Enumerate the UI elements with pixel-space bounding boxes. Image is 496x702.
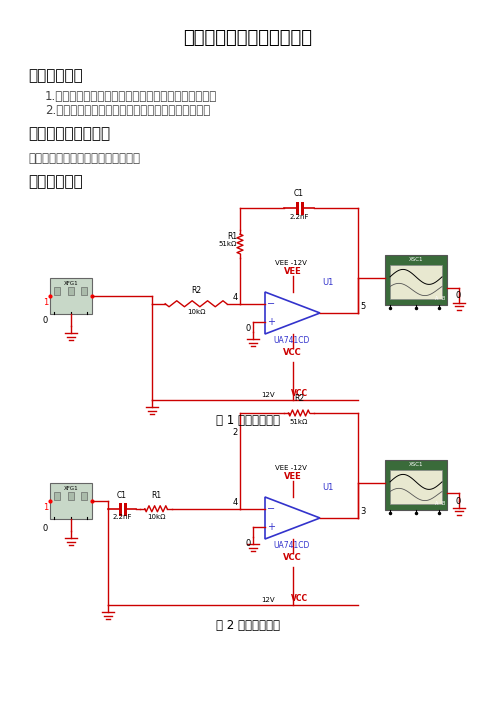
- Text: 实验：低通和高通滤波电路: 实验：低通和高通滤波电路: [184, 29, 312, 47]
- Text: 0: 0: [455, 496, 460, 505]
- Bar: [54, 492, 60, 500]
- Text: 0: 0: [43, 524, 48, 533]
- Text: 4: 4: [233, 498, 238, 507]
- Text: C1: C1: [117, 491, 127, 500]
- Text: A: A: [435, 501, 438, 506]
- Text: R2: R2: [294, 394, 304, 403]
- Text: 1: 1: [43, 298, 48, 307]
- Text: 三、实验原理: 三、实验原理: [28, 174, 83, 189]
- Text: A: A: [435, 296, 438, 301]
- Text: R1: R1: [227, 232, 237, 241]
- Text: 12V: 12V: [261, 597, 274, 603]
- Text: XFG1: XFG1: [63, 486, 78, 491]
- Text: VCC: VCC: [291, 594, 308, 603]
- Text: +: +: [267, 522, 275, 532]
- Text: 1.熟悉由集成运算放大器组成的低通和高通滤波电路。: 1.熟悉由集成运算放大器组成的低通和高通滤波电路。: [45, 90, 217, 103]
- Bar: [81, 287, 87, 295]
- Text: UA741CD: UA741CD: [273, 541, 310, 550]
- Bar: [385, 460, 447, 510]
- Text: XFG1: XFG1: [63, 281, 78, 286]
- Text: VCC: VCC: [283, 348, 302, 357]
- Text: VEE -12V: VEE -12V: [275, 260, 307, 266]
- Bar: [385, 255, 447, 305]
- Text: 51kΩ: 51kΩ: [290, 419, 308, 425]
- Text: C1: C1: [294, 189, 304, 198]
- Text: 2: 2: [233, 428, 238, 437]
- Text: XSC1: XSC1: [409, 462, 423, 467]
- Text: 要求：根据实际使用设备与器件填写: 要求：根据实际使用设备与器件填写: [28, 152, 140, 165]
- Text: XSC1: XSC1: [409, 257, 423, 262]
- Text: 1: 1: [43, 503, 48, 512]
- Bar: [68, 287, 74, 295]
- Text: 图 2 高通滤波电路: 图 2 高通滤波电路: [216, 619, 280, 632]
- Text: 51kΩ: 51kΩ: [219, 241, 237, 247]
- Text: B: B: [441, 501, 444, 506]
- Text: 0: 0: [43, 316, 48, 325]
- Bar: [390, 470, 442, 504]
- Text: 10kΩ: 10kΩ: [147, 514, 165, 519]
- Text: 0: 0: [246, 539, 251, 548]
- Text: 4: 4: [233, 293, 238, 302]
- Text: 0: 0: [455, 291, 460, 300]
- Bar: [50, 278, 92, 314]
- Text: R2: R2: [191, 286, 201, 295]
- Text: U1: U1: [322, 278, 333, 287]
- Text: −: −: [267, 299, 275, 309]
- Text: 5: 5: [360, 302, 365, 311]
- Text: −: −: [267, 504, 275, 514]
- Text: 一、实验目的: 一、实验目的: [28, 68, 83, 83]
- Bar: [81, 492, 87, 500]
- Text: 二、实验设备与器件: 二、实验设备与器件: [28, 126, 110, 141]
- Text: 12V: 12V: [261, 392, 274, 398]
- Text: B: B: [441, 296, 444, 301]
- Text: 3: 3: [360, 507, 366, 516]
- Text: 2.2nF: 2.2nF: [112, 514, 132, 519]
- Text: VEE: VEE: [284, 267, 302, 276]
- Text: R1: R1: [151, 491, 161, 500]
- Bar: [390, 265, 442, 299]
- Text: 2.2nF: 2.2nF: [289, 214, 309, 220]
- Text: VCC: VCC: [283, 553, 302, 562]
- Text: VEE -12V: VEE -12V: [275, 465, 307, 471]
- Text: VCC: VCC: [291, 389, 308, 398]
- Text: +: +: [267, 317, 275, 327]
- Text: 10kΩ: 10kΩ: [187, 309, 205, 314]
- Text: 图 1 低通滤波电路: 图 1 低通滤波电路: [216, 414, 280, 427]
- Bar: [50, 483, 92, 519]
- Text: UA741CD: UA741CD: [273, 336, 310, 345]
- Bar: [54, 287, 60, 295]
- Text: 2.了解运算放大器在实际应用时应考虑的一些问题。: 2.了解运算放大器在实际应用时应考虑的一些问题。: [45, 104, 210, 117]
- Text: VEE: VEE: [284, 472, 302, 481]
- Text: 0: 0: [246, 324, 251, 333]
- Bar: [68, 492, 74, 500]
- Text: U1: U1: [322, 483, 333, 492]
